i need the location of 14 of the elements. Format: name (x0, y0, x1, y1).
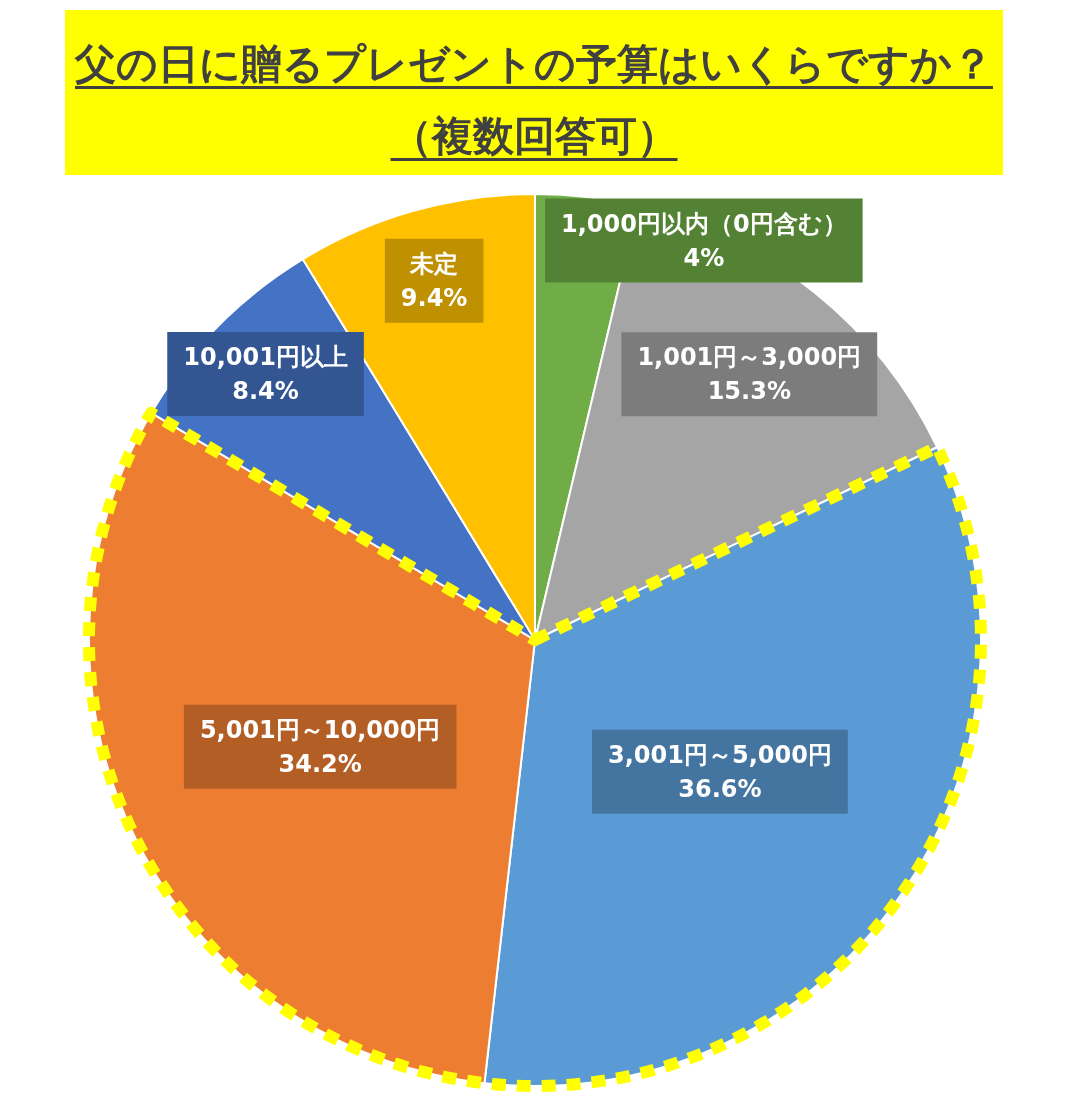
slice-label: 5,001円～10,000円 (199, 715, 441, 744)
slice-label: 3,001円～5,000円 (608, 740, 832, 769)
chart-title: 父の日に贈るプレゼントの予算はいくらですか？ (73, 39, 994, 90)
slice-label: 10,001円以上 (183, 343, 348, 372)
data-label: 8.4% (232, 377, 299, 406)
data-label: 4% (683, 243, 725, 272)
data-label: 9.4% (400, 283, 468, 312)
chart-subtitle: （複数回答可） (389, 111, 679, 162)
data-label: 34.2% (278, 749, 362, 778)
slice-label: 未定 (409, 249, 459, 278)
data-label: 36.6% (678, 774, 762, 803)
slice-label: 1,000円以内（0円含む） (560, 209, 847, 238)
slice-label: 1,001円～3,000円 (637, 343, 862, 372)
data-label: 15.3% (707, 377, 791, 406)
